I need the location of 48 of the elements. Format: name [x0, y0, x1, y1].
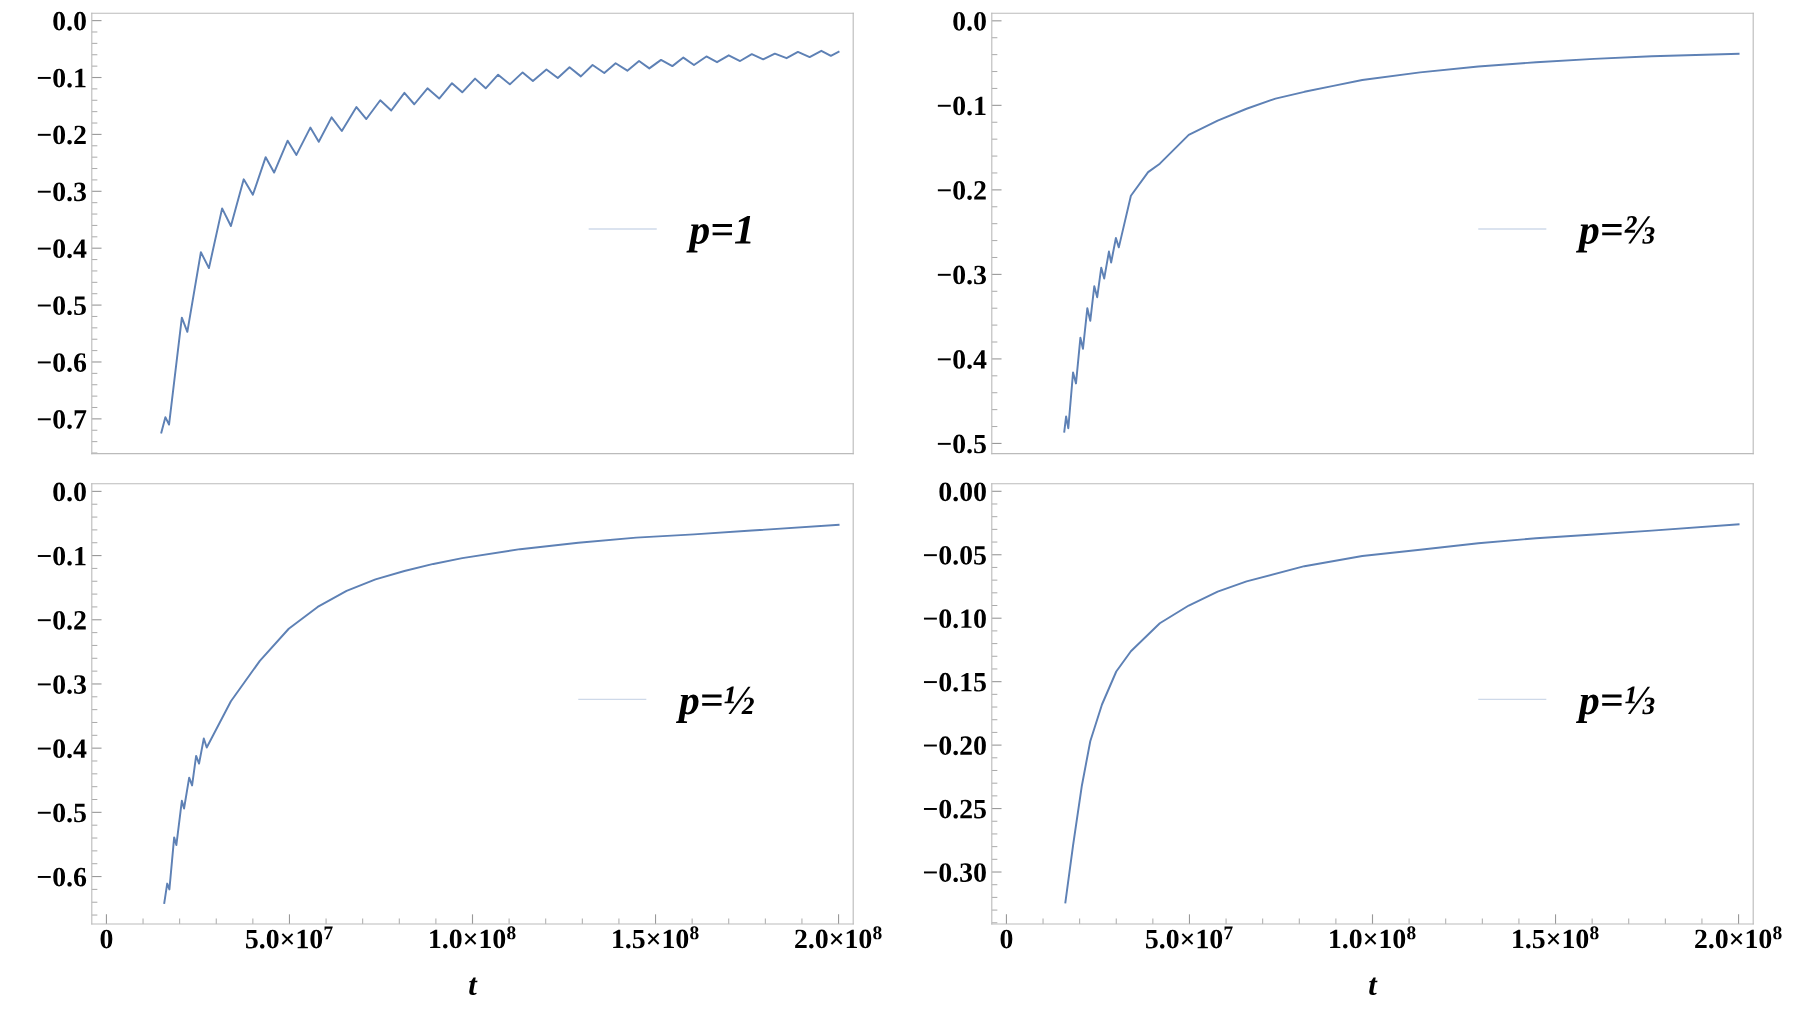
legend-label: p=⅔ [1575, 216, 1655, 253]
y-tick-label: −0.3 [37, 182, 86, 202]
y-tick-label: 0.0 [953, 11, 986, 31]
line-series [160, 49, 840, 434]
y-tick-label: −0.05 [923, 545, 986, 565]
y-tick-label: −0.7 [37, 410, 87, 429]
y-tick-label: −0.5 [37, 803, 86, 823]
x-tick-label: 2.0×10$^{8}$ [1695, 926, 1782, 949]
x-axis-title: t [1369, 977, 1378, 996]
x-tick-label: 1.0×10$^{8}$ [1330, 926, 1416, 949]
x-tick-label: 1.5×10$^{8}$ [613, 926, 699, 949]
y-tick-label: 0.0 [53, 482, 86, 502]
y-tick-label: −0.1 [937, 96, 986, 116]
x-axis-title: t [469, 977, 478, 996]
y-tick-label: −0.3 [937, 265, 986, 285]
legend-label: p=⅓ [1575, 686, 1655, 723]
y-tick-label: −0.25 [923, 799, 986, 819]
y-tick-label: −0.1 [37, 546, 86, 566]
y-tick-label: −0.30 [923, 863, 986, 883]
line-series [1064, 523, 1740, 904]
x-tick-label: 1.0×10$^{8}$ [430, 926, 516, 949]
y-tick-label: −0.2 [37, 125, 86, 145]
y-tick-label: −0.15 [923, 672, 986, 692]
y-tick-label: −0.4 [937, 350, 987, 369]
line-series [163, 523, 840, 904]
y-tick-label: −0.10 [923, 609, 986, 629]
y-tick-label: −0.2 [937, 181, 986, 200]
x-tick-label: 0 [100, 929, 113, 949]
y-tick-label: −0.4 [37, 739, 87, 759]
y-tick-label: −0.1 [37, 68, 86, 88]
line-series [1063, 52, 1740, 433]
y-tick-label: −0.4 [37, 239, 87, 259]
y-tick-label: −0.6 [37, 353, 87, 373]
legend-label: p=1 [686, 216, 751, 253]
y-tick-label: 0.00 [939, 482, 986, 502]
x-tick-label: 5.0×10$^{7}$ [1146, 926, 1233, 949]
y-tick-label: −0.6 [37, 867, 87, 887]
x-tick-label: 0 [1000, 929, 1013, 949]
x-tick-label: 1.5×10$^{8}$ [1513, 926, 1599, 949]
y-tick-label: −0.2 [37, 610, 86, 630]
legend-label: p=½ [675, 686, 754, 723]
y-tick-label: −0.5 [37, 296, 86, 316]
x-tick-label: 5.0×10$^{7}$ [246, 926, 333, 949]
x-tick-label: 2.0×10$^{8}$ [795, 926, 882, 949]
y-tick-label: −0.5 [937, 434, 986, 454]
y-tick-label: −0.3 [37, 675, 86, 694]
y-tick-label: −0.20 [923, 736, 986, 756]
y-tick-label: 0.0 [53, 11, 86, 31]
